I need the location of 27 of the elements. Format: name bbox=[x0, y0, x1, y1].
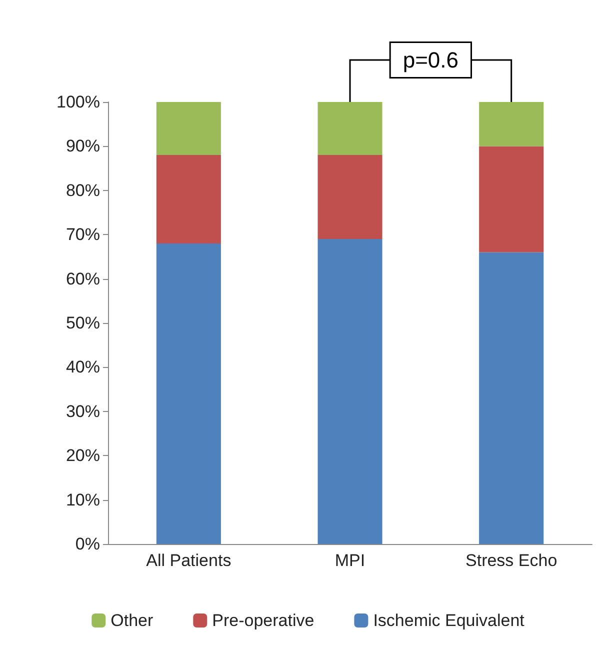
bar bbox=[156, 102, 221, 156]
bar bbox=[479, 146, 544, 252]
y-tick-label: 40% bbox=[66, 358, 100, 377]
legend-label: Pre-operative bbox=[212, 611, 314, 630]
bar bbox=[156, 243, 221, 544]
y-tick-label: 80% bbox=[66, 180, 100, 200]
bar bbox=[318, 239, 382, 544]
y-tick-label: 60% bbox=[66, 269, 100, 288]
y-tick-label: 70% bbox=[66, 225, 100, 244]
x-tick-label: All Patients bbox=[146, 551, 232, 570]
y-tick-label: 10% bbox=[66, 490, 100, 510]
x-tick-label: Stress Echo bbox=[466, 551, 558, 570]
y-tick-label: 100% bbox=[56, 92, 100, 112]
bar bbox=[479, 102, 544, 146]
y-tick-label: 0% bbox=[75, 534, 100, 554]
y-tick-label: 50% bbox=[66, 314, 100, 332]
bar bbox=[156, 155, 221, 244]
y-tick-label: 20% bbox=[66, 446, 100, 466]
bar bbox=[479, 252, 544, 544]
bar bbox=[318, 102, 382, 156]
y-tick-label: 90% bbox=[66, 136, 100, 156]
legend-label: Other bbox=[110, 611, 154, 630]
y-tick-label: 30% bbox=[66, 402, 100, 421]
legend-label: Ischemic Equivalent bbox=[373, 611, 525, 630]
bar bbox=[318, 155, 382, 240]
x-tick-label: MPI bbox=[334, 551, 366, 570]
annotation: p=0.6 bbox=[402, 48, 459, 72]
